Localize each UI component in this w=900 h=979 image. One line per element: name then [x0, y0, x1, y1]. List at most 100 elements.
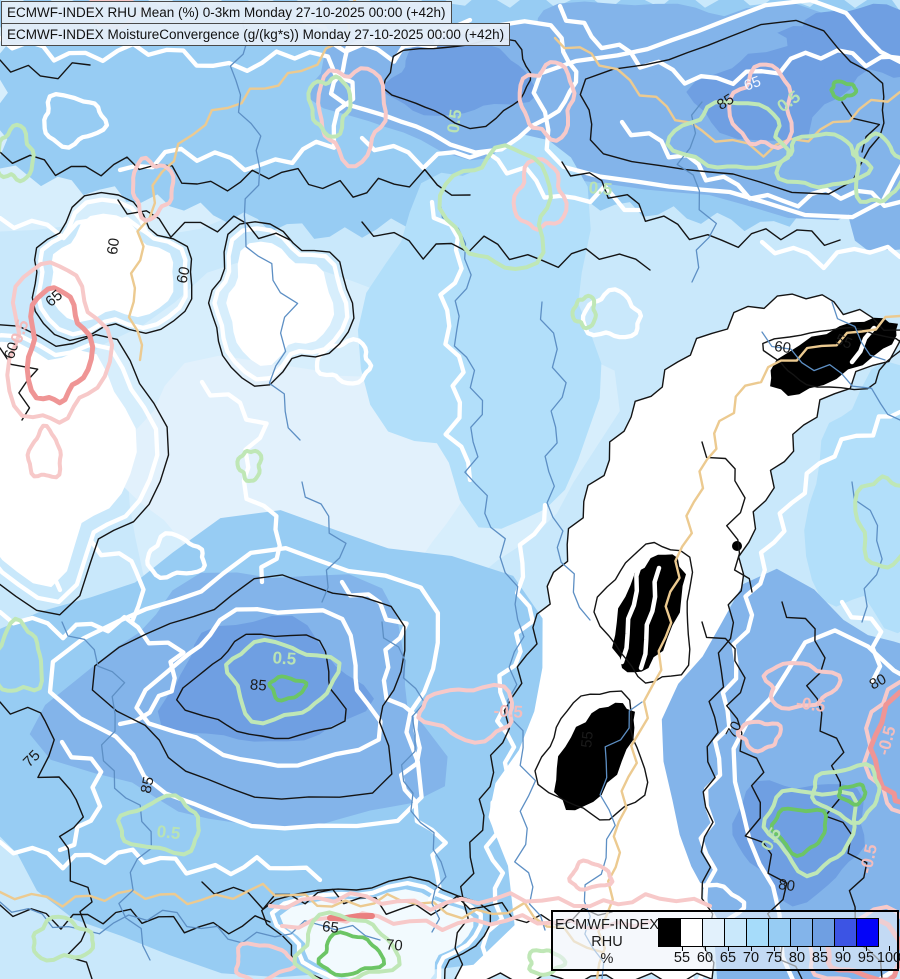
map-shape — [676, 101, 718, 283]
map-shape — [134, 607, 383, 768]
map-shape — [727, 62, 794, 150]
map-shape — [176, 633, 347, 740]
map-shape — [301, 481, 347, 603]
contour-label: 85 — [714, 91, 737, 114]
legend-tick-mark — [751, 946, 752, 951]
map-shape — [47, 545, 441, 831]
map-shape — [24, 285, 96, 406]
legend-ticks: 55 60 65 70 75 80 85 90 95 100 — [553, 912, 900, 969]
map-shape — [25, 423, 63, 480]
map-shape — [854, 131, 900, 204]
map-shape — [306, 74, 353, 139]
legend-tick-mark — [728, 946, 729, 951]
map-shape — [381, 621, 447, 933]
contour-label: 80 — [777, 876, 796, 895]
map-shape — [475, 502, 548, 979]
map-shape — [0, 882, 604, 954]
map-shape — [554, 702, 635, 811]
map-shape — [829, 79, 859, 101]
contour-label: 85 — [138, 775, 158, 795]
legend-tick-mark — [682, 946, 683, 951]
contour-label: 0.5 — [444, 108, 466, 134]
map-shape — [269, 880, 483, 979]
map-shape — [570, 293, 598, 331]
legend-tick-mark — [843, 946, 844, 951]
map-shape — [511, 157, 569, 232]
legend-box: ECMWF-INDEX RHU % 55 60 65 70 75 80 85 90 95 100 — [551, 910, 900, 971]
map-shape — [619, 559, 644, 665]
map-shape — [0, 151, 471, 198]
map-shape — [0, 59, 91, 80]
legend-tick-label: 100 — [876, 950, 900, 966]
legend-tick-mark — [797, 946, 798, 951]
map-shape — [836, 782, 868, 807]
map-shape — [579, 19, 885, 195]
map-shape — [61, 621, 153, 961]
map-shape — [31, 914, 96, 963]
legend-swatch — [856, 918, 879, 947]
map-shape — [619, 119, 900, 209]
contour-label: 55 — [833, 331, 855, 353]
legend-colorbar — [658, 918, 879, 947]
legend-tick-label: 95 — [857, 950, 875, 966]
map-shape — [0, 35, 356, 173]
legend-tick-mark — [820, 946, 821, 951]
map-shape — [267, 674, 309, 703]
legend-tick-label: 55 — [673, 950, 691, 966]
map-shape — [145, 531, 207, 581]
map-shape — [534, 690, 649, 821]
map-shape — [774, 131, 874, 190]
contour-label: 70 — [723, 719, 746, 742]
map-shape — [89, 539, 146, 625]
legend-tick-mark — [705, 946, 706, 951]
map-shape — [665, 100, 791, 170]
map-shape — [769, 806, 828, 858]
legend-tick-label: 65 — [719, 950, 737, 966]
map-shape — [339, 579, 448, 903]
contour-label: 55 — [578, 730, 597, 748]
contour-label: 80 — [867, 671, 890, 694]
map-shape — [57, 739, 104, 853]
map-shape — [531, 0, 900, 220]
map-shape — [0, 616, 44, 693]
map-shape — [314, 337, 374, 386]
map-shape — [201, 881, 613, 926]
map-shape — [226, 241, 335, 366]
legend-tick-mark — [889, 946, 890, 951]
legend-tick-mark — [774, 946, 775, 951]
map-shape — [0, 333, 160, 605]
legend-tick-label: 90 — [834, 950, 852, 966]
legend-tick-label: 60 — [696, 950, 714, 966]
map-shape — [593, 541, 694, 684]
map-shape — [862, 680, 900, 814]
legend-tick-label: 85 — [811, 950, 829, 966]
map-shape — [853, 474, 900, 570]
map-shape — [839, 599, 884, 685]
map-shape — [207, 221, 355, 387]
map-shape — [359, 135, 643, 213]
legend-tick-label: 70 — [742, 950, 760, 966]
contour-label: 65 — [742, 73, 763, 95]
legend-title: ECMWF-INDEX — [555, 917, 659, 933]
contour-label: 60 — [104, 237, 123, 256]
map-shape — [0, 215, 153, 241]
map-shape — [127, 0, 357, 362]
contour-label: -0.5 — [493, 701, 523, 722]
map-shape — [212, 226, 350, 382]
map-shape — [0, 839, 323, 883]
map-shape — [761, 661, 843, 711]
map-shape — [157, 615, 374, 742]
contour-label: 70 — [385, 936, 403, 954]
contour-label: 60 — [1, 340, 22, 361]
contour-label: 60 — [174, 265, 194, 285]
map-shape — [429, 199, 473, 483]
map-shape — [539, 301, 591, 621]
map-shape — [761, 331, 900, 421]
map-shape — [561, 161, 841, 249]
legend-unit: % — [600, 951, 614, 967]
map-shape — [759, 239, 900, 271]
map-shape — [0, 341, 137, 588]
map-shape — [732, 541, 742, 551]
contour-label: 60 — [773, 338, 792, 357]
